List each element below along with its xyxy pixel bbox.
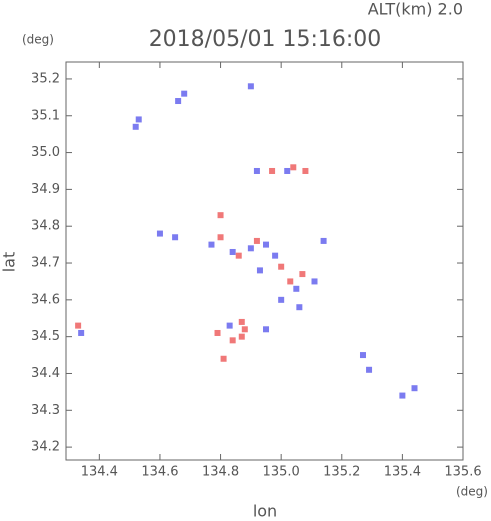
echo-point	[272, 252, 279, 259]
y-tick-label: 34.3	[31, 403, 60, 418]
echo-point	[302, 167, 309, 174]
y-tick-label: 34.2	[31, 440, 60, 455]
echo-point	[253, 167, 260, 174]
echo-point	[287, 278, 294, 285]
echo-point	[278, 263, 285, 270]
echo-point	[229, 248, 236, 255]
echo-point	[132, 123, 139, 130]
echo-point	[217, 234, 224, 241]
echo-point	[320, 237, 327, 244]
echo-point	[269, 167, 276, 174]
echo-point	[290, 164, 297, 171]
x-tick-label: 134.8	[202, 465, 239, 480]
echo-point	[217, 212, 224, 219]
y-tick-label: 35.1	[31, 108, 60, 123]
y-axis-label: lat	[0, 252, 19, 273]
echo-point	[75, 322, 82, 329]
echo-point	[235, 252, 242, 259]
echo-point	[78, 329, 85, 336]
echo-point	[247, 245, 254, 252]
echo-point	[293, 285, 300, 292]
plot-frame	[65, 61, 464, 461]
x-tick-label: 135.2	[323, 465, 360, 480]
x-axis-label: lon	[253, 502, 277, 521]
echo-point	[238, 318, 245, 325]
x-tick-label: 135.4	[384, 465, 421, 480]
echo-point	[263, 241, 270, 248]
echo-point	[411, 385, 418, 392]
x-tick-label: 135.6	[444, 465, 481, 480]
y-tick-label: 34.9	[31, 182, 60, 197]
echo-point	[359, 352, 366, 359]
y-tick-label: 34.6	[31, 292, 60, 307]
y-unit: (deg)	[22, 33, 54, 47]
chart-title: 2018/05/01 15:16:00	[149, 27, 382, 52]
echo-point	[366, 366, 373, 373]
echo-point	[220, 355, 227, 362]
echo-point	[284, 167, 291, 174]
echo-point	[256, 267, 263, 274]
echo-point	[156, 230, 163, 237]
y-tick-label: 34.5	[31, 329, 60, 344]
echo-point	[214, 329, 221, 336]
x-tick-label: 135.0	[263, 465, 300, 480]
echo-point	[175, 98, 182, 105]
echo-point	[135, 116, 142, 123]
y-tick-label: 34.4	[31, 366, 60, 381]
y-tick-label: 34.7	[31, 256, 60, 271]
echo-point	[241, 326, 248, 333]
echo-point	[253, 237, 260, 244]
echo-point	[208, 241, 215, 248]
echo-point	[238, 333, 245, 340]
echo-point	[247, 83, 254, 90]
echo-point	[311, 278, 318, 285]
y-tick-label: 35.0	[31, 145, 60, 160]
echo-point	[226, 322, 233, 329]
y-tick-label: 34.8	[31, 219, 60, 234]
echo-point	[172, 234, 179, 241]
echo-point	[296, 304, 303, 311]
echo-point	[229, 337, 236, 344]
y-tick-label: 35.2	[31, 71, 60, 86]
echo-point	[181, 90, 188, 97]
echo-point	[299, 271, 306, 278]
x-tick-label: 134.4	[81, 465, 118, 480]
echo-point	[399, 392, 406, 399]
x-unit: (deg)	[456, 485, 488, 499]
echo-point	[278, 296, 285, 303]
x-tick-label: 134.6	[141, 465, 178, 480]
echo-point	[263, 326, 270, 333]
altitude-label: ALT(km) 2.0	[368, 0, 463, 19]
